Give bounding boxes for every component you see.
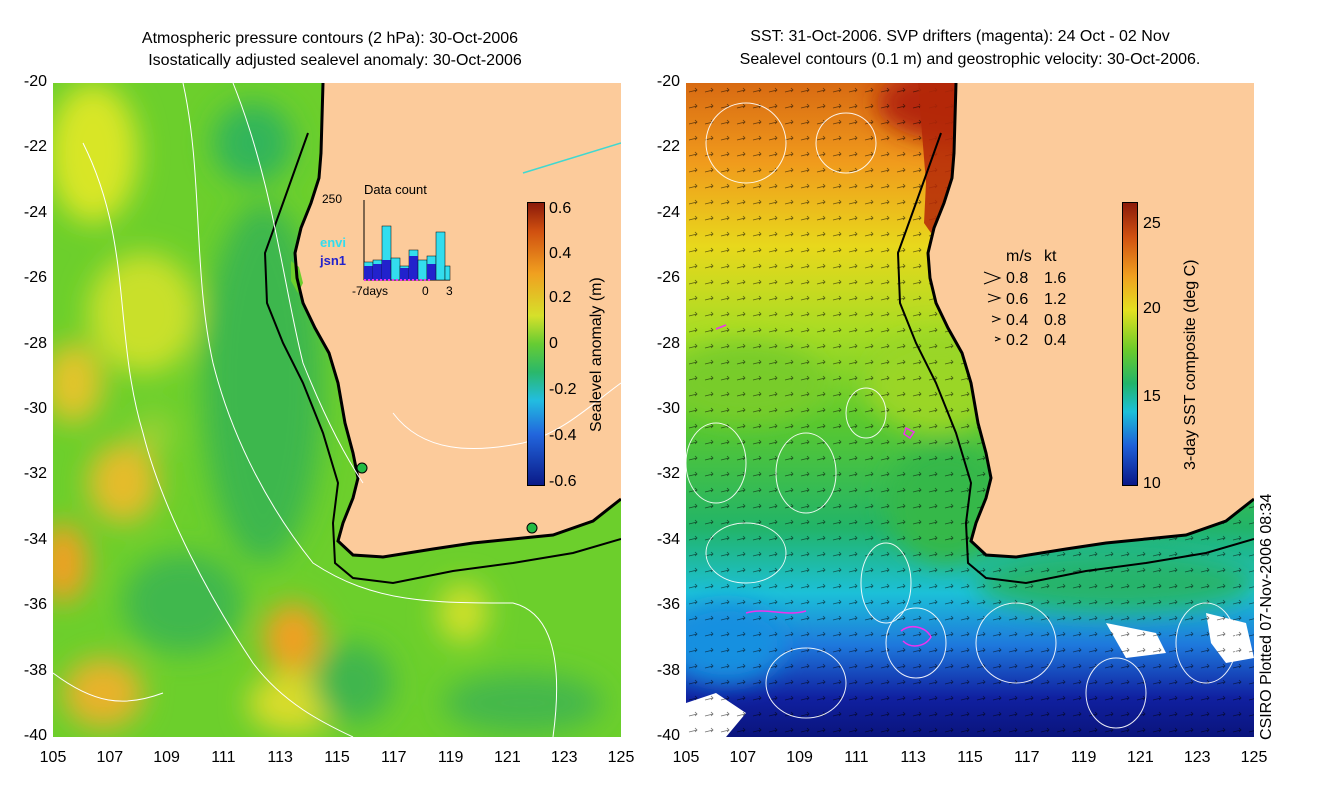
right-colorbar-tick-25: 25 bbox=[1143, 215, 1161, 232]
left-lon-tick-label: 125 bbox=[607, 749, 635, 766]
right-lon-tick-label: 111 bbox=[844, 749, 869, 766]
right-colorbar-tick-10: 10 bbox=[1143, 475, 1161, 492]
right-lat-tick-label: -20 bbox=[656, 73, 680, 90]
velocity-legend-ms-1: 0.6 bbox=[1006, 291, 1029, 308]
left-lon-tick-label: 115 bbox=[324, 749, 350, 766]
left-colorbar-tick-neg0.6: -0.6 bbox=[549, 473, 577, 490]
inset-title: Data count bbox=[364, 182, 427, 197]
right-colorbar bbox=[1122, 202, 1138, 486]
left-lon-tick-label: 105 bbox=[39, 749, 67, 766]
velocity-legend-kt-1: 1.2 bbox=[1044, 291, 1067, 308]
right-lat-tick-label: -36 bbox=[656, 596, 680, 614]
left-title-line1: Atmospheric pressure contours (2 hPa): 3… bbox=[141, 30, 519, 47]
left-lon-tick-label: 123 bbox=[550, 749, 578, 766]
inset-x-label-zero: 0 bbox=[422, 284, 429, 298]
right-lon-tick-label: 115 bbox=[957, 749, 983, 766]
left-lat-tick-label: -22 bbox=[23, 138, 47, 156]
left-lat-tick-label: -26 bbox=[23, 269, 47, 287]
left-lat-tick-label: -36 bbox=[23, 596, 47, 614]
right-lon-tick-label: 113 bbox=[900, 749, 926, 766]
left-colorbar-tick-0.6: 0.6 bbox=[549, 200, 572, 217]
right-title-line2: Sealevel contours (0.1 m) and geostrophi… bbox=[739, 51, 1201, 68]
velocity-legend-kt-0: 1.6 bbox=[1044, 270, 1067, 287]
right-title-line1: SST: 31-Oct-2006. SVP drifters (magenta)… bbox=[750, 28, 1170, 45]
left-colorbar-tick-0.2: 0.2 bbox=[549, 289, 572, 306]
right-lon-tick-label: 121 bbox=[1127, 749, 1154, 766]
left-colorbar-tick-0.4: 0.4 bbox=[549, 245, 572, 262]
right-lat-tick-label: -22 bbox=[656, 138, 680, 156]
velocity-legend: m/s kt 0.8 1.6 0.6 1.2 0.4 0.8 0.2 0.4 bbox=[980, 248, 1090, 358]
left-colorbar-label: Sealevel anomaly (m) bbox=[588, 277, 605, 432]
data-count-inset: Data count 250 envi jsn1 -7days 0 3 bbox=[318, 180, 458, 300]
left-lat-tick-label: -40 bbox=[23, 727, 47, 744]
left-colorbar-tick-neg0.2: -0.2 bbox=[549, 381, 577, 398]
inset-x-label-start: -7days bbox=[352, 284, 389, 298]
right-colorbar-tick-15: 15 bbox=[1143, 388, 1161, 405]
right-lat-tick-label: -38 bbox=[656, 661, 680, 679]
left-lon-tick-label: 107 bbox=[96, 749, 124, 766]
legend-jsn1: jsn1 bbox=[320, 253, 347, 268]
inset-bars bbox=[363, 225, 451, 281]
left-lon-tick-label: 119 bbox=[437, 749, 464, 766]
right-lon-tick-label: 109 bbox=[786, 749, 813, 766]
plot-credit: CSIRO Plotted 07-Nov-2006 08:34 bbox=[1258, 493, 1275, 740]
left-lat-tick-label: -20 bbox=[23, 73, 47, 90]
left-lon-tick-label: 109 bbox=[153, 749, 180, 766]
right-lat-tick-label: -32 bbox=[656, 465, 680, 483]
velocity-legend-kt-2: 0.8 bbox=[1044, 312, 1067, 329]
left-lon-tick-label: 121 bbox=[494, 749, 521, 766]
left-lat-tick-label: -38 bbox=[23, 661, 47, 679]
right-lon-tick-label: 119 bbox=[1070, 749, 1097, 766]
right-lat-tick-label: -40 bbox=[656, 727, 680, 744]
velocity-legend-header-ms: m/s bbox=[1006, 248, 1032, 265]
right-lat-tick-label: -26 bbox=[656, 269, 680, 287]
velocity-legend-ms-3: 0.2 bbox=[1006, 332, 1029, 349]
left-lat-tick-label: -34 bbox=[23, 530, 47, 548]
velocity-legend-ms-0: 0.8 bbox=[1006, 270, 1029, 287]
right-lat-tick-label: -28 bbox=[656, 334, 680, 352]
velocity-legend-ms-2: 0.4 bbox=[1006, 312, 1029, 329]
right-lat-tick-label: -30 bbox=[656, 400, 680, 417]
velocity-legend-header-kt: kt bbox=[1044, 248, 1057, 265]
right-lat-tick-label: -34 bbox=[656, 530, 680, 548]
left-lat-tick-label: -32 bbox=[23, 465, 47, 483]
left-lon-tick-label: 117 bbox=[381, 749, 407, 766]
left-colorbar-tick-neg0.4: -0.4 bbox=[549, 427, 577, 444]
right-colorbar-label: 3-day SST composite (deg C) bbox=[1182, 259, 1199, 470]
right-map-sst bbox=[686, 83, 1254, 737]
legend-envi: envi bbox=[320, 235, 347, 250]
left-title-line2: Isostatically adjusted sealevel anomaly:… bbox=[148, 52, 522, 69]
inset-y-max-label: 250 bbox=[322, 192, 343, 206]
left-lat-tick-label: -30 bbox=[23, 400, 47, 417]
right-lon-tick-label: 107 bbox=[729, 749, 757, 766]
velocity-legend-kt-3: 0.4 bbox=[1044, 332, 1067, 349]
right-lon-tick-label: 123 bbox=[1183, 749, 1211, 766]
right-lat-tick-label: -24 bbox=[656, 203, 680, 221]
left-colorbar bbox=[527, 202, 545, 486]
left-lat-tick-label: -28 bbox=[23, 334, 47, 352]
left-lon-tick-label: 111 bbox=[211, 749, 236, 766]
right-lon-tick-label: 117 bbox=[1014, 749, 1040, 766]
right-colorbar-tick-20: 20 bbox=[1143, 300, 1161, 317]
right-lon-tick-label: 125 bbox=[1240, 749, 1268, 766]
left-lon-tick-label: 113 bbox=[267, 749, 293, 766]
left-lat-tick-label: -24 bbox=[23, 203, 47, 221]
inset-x-label-end: 3 bbox=[446, 284, 453, 298]
right-lon-tick-label: 105 bbox=[672, 749, 700, 766]
left-colorbar-tick-0: 0 bbox=[549, 335, 558, 352]
